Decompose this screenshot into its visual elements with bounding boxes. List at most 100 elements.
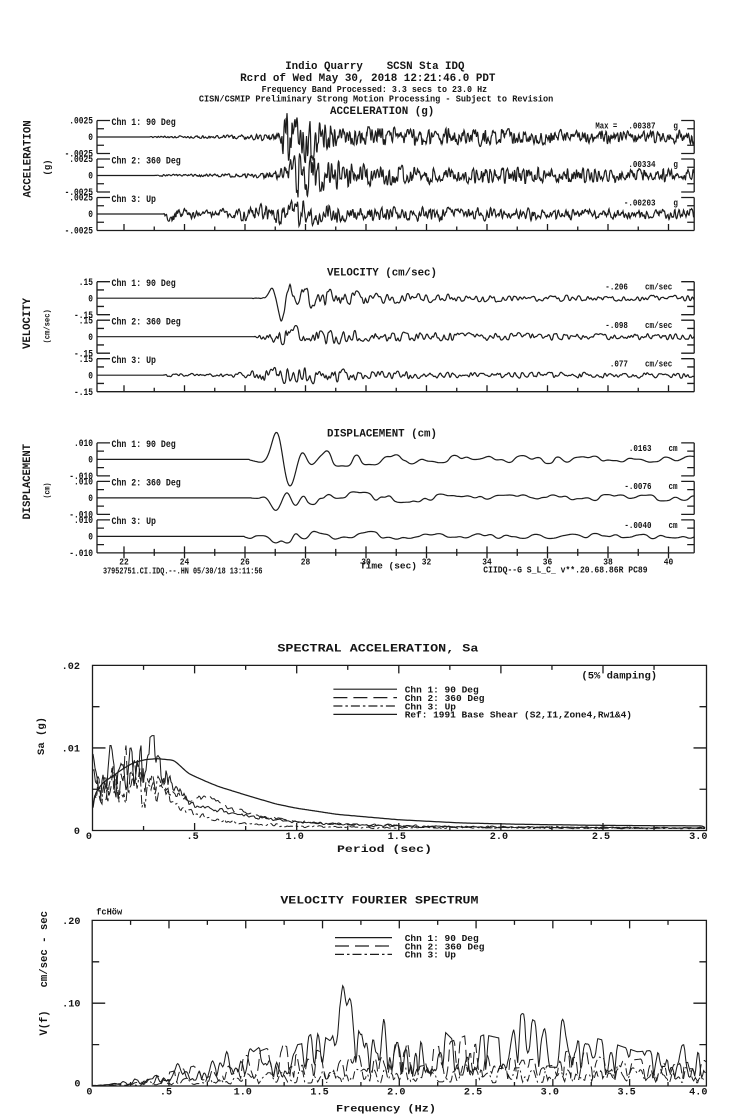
svg-text:g: g (673, 160, 678, 170)
svg-text:37952751.CI.IDQ.--.HN 05/30/18: 37952751.CI.IDQ.--.HN 05/30/18 13:11:56 (103, 566, 263, 576)
svg-text:.00334: .00334 (628, 160, 656, 170)
svg-text:.10: .10 (62, 1000, 80, 1011)
svg-text:VELOCITY (cm/sec): VELOCITY (cm/sec) (327, 267, 437, 279)
svg-text:.15: .15 (79, 278, 93, 289)
svg-text:Chn 1: 90 Deg: Chn 1: 90 Deg (112, 117, 176, 129)
svg-text:-.0025: -.0025 (65, 188, 93, 199)
svg-text:1.5: 1.5 (310, 1087, 328, 1098)
svg-text:VELOCITY FOURIER SPECTRUM: VELOCITY FOURIER SPECTRUM (280, 896, 478, 908)
svg-text:.0025: .0025 (69, 155, 93, 166)
svg-text:cm/sec: cm/sec (645, 283, 672, 293)
svg-text:-.15: -.15 (74, 311, 93, 322)
svg-text:-.098: -.098 (605, 321, 628, 331)
svg-text:-.15: -.15 (74, 388, 93, 399)
svg-text:Chn 2: 360 Deg: Chn 2: 360 Deg (112, 317, 181, 329)
svg-text:0: 0 (86, 1087, 92, 1098)
svg-text:Indio Quarry: Indio Quarry (285, 61, 363, 73)
svg-text:0: 0 (74, 827, 80, 838)
svg-text:1.0: 1.0 (286, 832, 304, 843)
svg-text:40: 40 (664, 557, 674, 568)
svg-text:4.0: 4.0 (689, 1087, 707, 1098)
svg-text:DISPLACEMENT: DISPLACEMENT (22, 444, 34, 520)
svg-text:-.0040: -.0040 (624, 521, 651, 531)
svg-text:cm: cm (669, 444, 679, 454)
svg-text:Chn 3: Up: Chn 3: Up (112, 516, 157, 528)
svg-text:fcHöw: fcHöw (96, 907, 122, 918)
svg-text:-.0025: -.0025 (65, 227, 93, 238)
svg-text:.15: .15 (79, 355, 93, 366)
svg-text:SCSN Sta IDQ: SCSN Sta IDQ (387, 61, 465, 73)
svg-text:Max =: Max = (595, 122, 617, 132)
svg-text:26: 26 (240, 557, 250, 568)
svg-text:.5: .5 (160, 1087, 172, 1098)
svg-text:.0025: .0025 (69, 117, 93, 128)
svg-text:.20: .20 (62, 917, 80, 928)
svg-text:SPECTRAL ACCELERATION, Sa: SPECTRAL ACCELERATION, Sa (277, 643, 478, 655)
svg-text:.0025: .0025 (69, 194, 93, 205)
svg-text:(cm): (cm) (44, 483, 53, 499)
svg-text:(5% damping): (5% damping) (581, 670, 657, 682)
svg-text:(cm/sec): (cm/sec) (44, 309, 53, 343)
svg-text:cm: cm (669, 521, 679, 531)
svg-text:g: g (673, 198, 678, 208)
svg-text:ACCELERATION (g): ACCELERATION (g) (330, 106, 434, 118)
svg-text:Period (sec): Period (sec) (337, 844, 432, 856)
svg-text:38: 38 (603, 557, 613, 568)
svg-text:0: 0 (86, 832, 92, 843)
svg-text:Frequency (Hz): Frequency (Hz) (336, 1104, 436, 1115)
svg-text:-.206: -.206 (605, 283, 628, 293)
svg-text:-.0076: -.0076 (624, 482, 651, 492)
svg-text:(g): (g) (43, 160, 53, 176)
svg-text:g: g (673, 122, 678, 132)
svg-text:2.0: 2.0 (387, 1087, 405, 1098)
svg-text:Rcrd of Wed May 30, 2018 12:21: Rcrd of Wed May 30, 2018 12:21:46.0 PDT (240, 73, 496, 85)
svg-text:cm/sec: cm/sec (645, 360, 672, 370)
svg-text:Ref: 1991 Base Shear (S2,I1,Zo: Ref: 1991 Base Shear (S2,I1,Zone4,Rw1&4) (405, 710, 632, 721)
svg-text:Chn 3: Up: Chn 3: Up (112, 194, 157, 206)
svg-text:0: 0 (88, 533, 93, 544)
svg-text:34: 34 (482, 557, 492, 568)
svg-text:Chn 1: 90 Deg: Chn 1: 90 Deg (112, 439, 176, 451)
svg-text:Chn 2: 360 Deg: Chn 2: 360 Deg (112, 478, 181, 490)
svg-text:.010: .010 (74, 478, 93, 489)
svg-text:3.5: 3.5 (617, 1087, 635, 1098)
svg-text:Chn 3: Up: Chn 3: Up (112, 355, 157, 367)
svg-text:24: 24 (180, 557, 190, 568)
svg-text:1.5: 1.5 (388, 832, 406, 843)
svg-text:ACCELERATION: ACCELERATION (23, 120, 35, 197)
svg-text:cm: cm (669, 482, 679, 492)
svg-text:.077: .077 (610, 360, 628, 370)
svg-text:2.0: 2.0 (490, 832, 508, 843)
svg-text:V(f): V(f) (39, 1011, 51, 1036)
svg-text:.00387: .00387 (628, 122, 655, 132)
svg-text:.02: .02 (62, 662, 80, 673)
svg-text:.010: .010 (74, 439, 93, 450)
svg-text:Chn 1: 90 Deg: Chn 1: 90 Deg (405, 685, 479, 696)
svg-text:0: 0 (88, 294, 93, 305)
svg-text:DISPLACEMENT (cm): DISPLACEMENT (cm) (327, 429, 437, 441)
svg-text:Chn 3: Up: Chn 3: Up (405, 701, 457, 712)
svg-text:-.00203: -.00203 (624, 198, 656, 208)
svg-text:cm/sec: cm/sec (645, 321, 672, 331)
svg-text:0: 0 (88, 333, 93, 344)
svg-text:.15: .15 (79, 316, 93, 327)
svg-text:CIIDQ--G S_L_C_ v**.20.68.86: CIIDQ--G S_L_C_ v**.20.68.86R PC89 (483, 566, 647, 576)
svg-text:Chn 2: 360 Deg: Chn 2: 360 Deg (112, 155, 181, 167)
svg-text:28: 28 (301, 557, 311, 568)
svg-text:30: 30 (361, 557, 371, 568)
svg-text:3.0: 3.0 (541, 1087, 559, 1098)
svg-text:Chn 1: 90 Deg: Chn 1: 90 Deg (405, 933, 479, 944)
svg-text:Chn 3: Up: Chn 3: Up (405, 950, 457, 961)
svg-text:0: 0 (74, 1079, 80, 1090)
svg-text:Chn 2: 360 Deg: Chn 2: 360 Deg (405, 941, 485, 952)
svg-text:Time (sec): Time (sec) (360, 561, 417, 572)
svg-text:36: 36 (543, 557, 553, 568)
svg-text:2.5: 2.5 (464, 1087, 482, 1098)
svg-text:0: 0 (88, 371, 93, 382)
svg-text:.01: .01 (62, 744, 80, 755)
svg-text:-.010: -.010 (69, 511, 93, 522)
svg-text:.010: .010 (74, 516, 93, 527)
svg-text:VELOCITY: VELOCITY (22, 298, 34, 349)
svg-text:.5: .5 (187, 832, 199, 843)
svg-text:32: 32 (422, 557, 432, 568)
